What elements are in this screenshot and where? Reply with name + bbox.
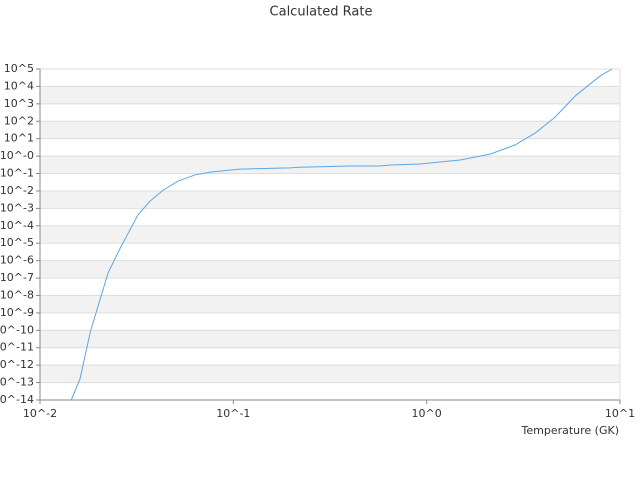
grid-band	[40, 86, 620, 104]
grid-band	[40, 382, 620, 400]
x-tick-label: 10^1	[605, 407, 635, 420]
y-tick-label: 10^2	[4, 114, 34, 127]
grid-band	[40, 260, 620, 279]
grid-band	[40, 208, 620, 226]
grid-band	[40, 173, 620, 191]
y-tick-label: 10^-0	[0, 149, 34, 162]
y-tick-label: 10^-12	[0, 358, 34, 371]
grid-band	[40, 365, 620, 383]
x-tick-label: 10^-2	[23, 407, 57, 420]
y-tick-label: 10^-1	[0, 167, 34, 180]
grid-band	[40, 347, 620, 366]
grid-band	[40, 312, 620, 331]
x-tick-label: 10^0	[412, 407, 442, 420]
y-tick-label: 10^-13	[0, 376, 34, 389]
y-tick-label: 10^3	[4, 97, 34, 110]
y-tick-label: 10^-2	[0, 184, 34, 197]
grid-band	[40, 103, 620, 122]
x-tick-label: 10^-1	[216, 407, 250, 420]
y-tick-label: 10^-8	[0, 288, 34, 301]
grid-band	[40, 225, 620, 244]
y-tick-label: 10^-6	[0, 254, 34, 267]
grid-band	[40, 295, 620, 313]
grid-band	[40, 138, 620, 157]
grid-band	[40, 190, 620, 209]
y-tick-label: 10^4	[4, 79, 34, 92]
grid-band	[40, 243, 620, 261]
y-tick-label: 10^-3	[0, 201, 34, 214]
y-tick-label: 10^-7	[0, 271, 34, 284]
grid-band	[40, 156, 620, 174]
y-tick-label: 10^5	[4, 62, 34, 75]
grid-band	[40, 278, 620, 296]
grid-band	[40, 121, 620, 139]
grid-band	[40, 330, 620, 348]
y-tick-label: 10^-9	[0, 306, 34, 319]
chart-title: Calculated Rate	[270, 5, 373, 20]
y-tick-label: 10^-5	[0, 236, 34, 249]
y-tick-label: 10^1	[4, 132, 34, 145]
y-tick-label: 10^-14	[0, 393, 34, 406]
y-tick-label: 10^-10	[0, 323, 34, 336]
data-line	[70, 68, 613, 401]
y-tick-label: 10^-11	[0, 341, 34, 354]
x-axis-label: Temperature (GK)	[521, 424, 620, 437]
grid-band	[40, 69, 620, 87]
y-tick-label: 10^-4	[0, 219, 34, 232]
